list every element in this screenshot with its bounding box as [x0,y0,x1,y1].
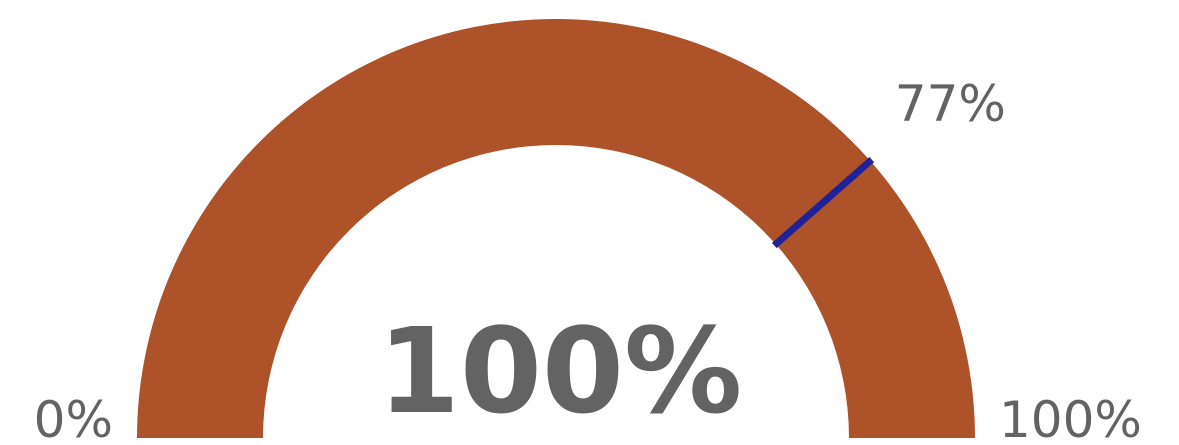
gauge-min-label: 0% [34,391,113,445]
gauge-value-band [137,19,975,438]
gauge-max-label: 100% [999,391,1142,445]
gauge-target-marker [771,156,875,249]
gauge-target-label: 77% [895,75,1006,133]
gauge-value-label: 100% [378,302,743,440]
